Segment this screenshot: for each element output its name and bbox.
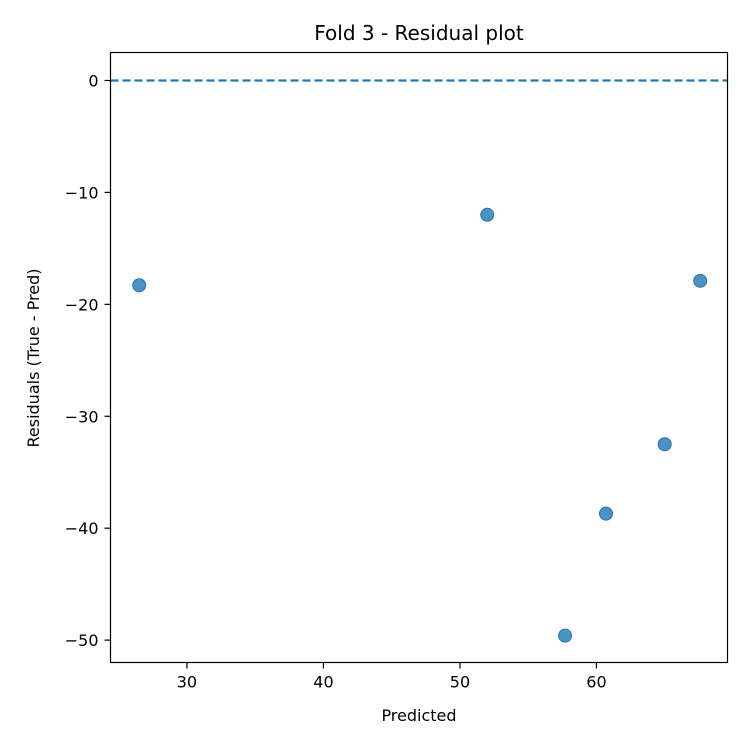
- y-tick-label: −10: [65, 183, 99, 202]
- y-tick-label: −30: [65, 407, 99, 426]
- y-axis-label: Residuals (True - Pred): [24, 269, 43, 448]
- y-tick-label: −20: [65, 295, 99, 314]
- y-tick-label: 0: [88, 71, 98, 90]
- x-tick-label: 30: [177, 673, 197, 692]
- x-tick-label: 60: [586, 673, 606, 692]
- chart-title: Fold 3 - Residual plot: [314, 21, 524, 45]
- plot-area: [110, 79, 728, 643]
- data-point-6: [693, 273, 708, 288]
- x-axis: 30 40 50 60: [177, 662, 607, 692]
- y-tick-label: −40: [65, 519, 99, 538]
- x-tick-label: 50: [450, 673, 470, 692]
- y-tick-label: −50: [65, 631, 99, 650]
- data-point-4: [599, 506, 614, 521]
- data-point-1: [132, 278, 147, 293]
- x-axis-label: Predicted: [381, 706, 456, 725]
- data-point-2: [480, 207, 495, 222]
- y-axis: 0 −10 −20 −30 −40 −50: [65, 71, 111, 650]
- plot-frame: [109, 51, 729, 664]
- data-point-3: [558, 628, 573, 643]
- data-point-5: [657, 437, 672, 452]
- x-tick-label: 40: [313, 673, 333, 692]
